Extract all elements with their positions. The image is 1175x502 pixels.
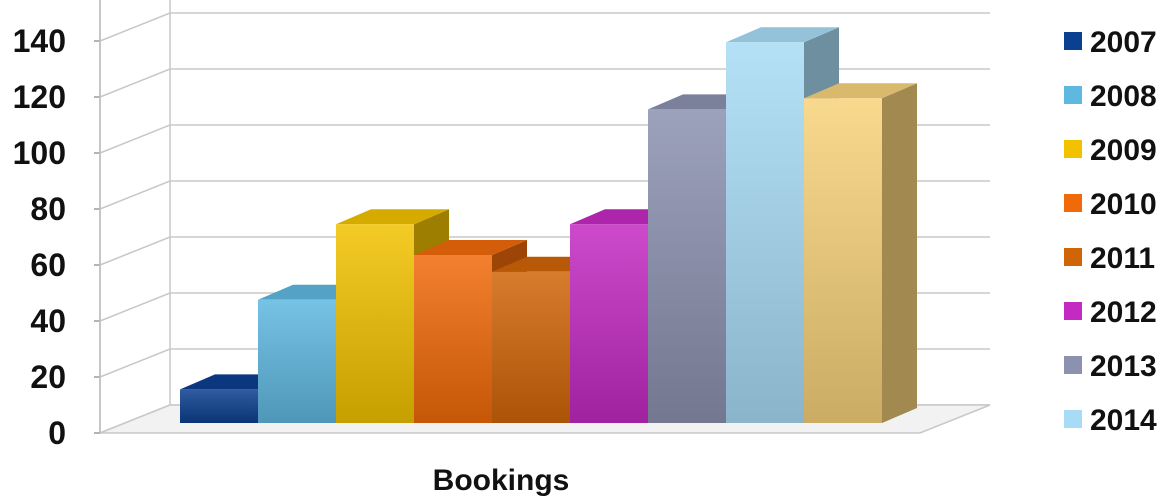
legend-swatch bbox=[1064, 248, 1082, 266]
legend-swatch bbox=[1064, 32, 1082, 50]
legend-item-2014: 2014 bbox=[1064, 404, 1157, 437]
x-category-label: Bookings bbox=[433, 464, 570, 497]
legend-item-2008: 2008 bbox=[1064, 80, 1157, 113]
bar-top bbox=[414, 240, 527, 255]
y-axis: 0 20 40 60 80 100 120 140 bbox=[13, 0, 101, 451]
y-tick-label-120: 120 bbox=[13, 79, 66, 115]
bar-front bbox=[804, 98, 882, 423]
legend-swatch bbox=[1064, 356, 1082, 374]
legend-label: 2013 bbox=[1090, 350, 1157, 383]
gridline-140 bbox=[99, 12, 990, 42]
bar-front bbox=[726, 42, 804, 423]
legend: 2007 2008 2009 2010 2011 2012 2013 2014 bbox=[1064, 26, 1157, 437]
legend-label: 2014 bbox=[1090, 404, 1157, 437]
bar-front bbox=[492, 271, 570, 423]
y-tick-label-80: 80 bbox=[30, 191, 66, 227]
bars bbox=[180, 27, 917, 424]
bar-top bbox=[804, 83, 917, 99]
bar-side bbox=[882, 83, 917, 423]
bar-top bbox=[336, 209, 449, 225]
bar-series-9 bbox=[804, 83, 917, 423]
bar-front bbox=[648, 109, 726, 424]
legend-swatch bbox=[1064, 140, 1082, 158]
legend-item-2012: 2012 bbox=[1064, 296, 1157, 329]
legend-swatch bbox=[1064, 86, 1082, 104]
y-tick-label-60: 60 bbox=[30, 247, 66, 283]
bar-top bbox=[726, 27, 839, 43]
legend-label: 2012 bbox=[1090, 296, 1157, 329]
bar-front bbox=[180, 389, 258, 423]
legend-label: 2009 bbox=[1090, 134, 1157, 167]
legend-label: 2011 bbox=[1090, 242, 1155, 275]
y-tick-label-0: 0 bbox=[48, 415, 66, 451]
gridlines bbox=[99, 12, 990, 434]
legend-item-2011: 2011 bbox=[1064, 242, 1155, 275]
legend-swatch bbox=[1064, 302, 1082, 320]
legend-label: 2007 bbox=[1090, 26, 1157, 59]
y-tick-label-40: 40 bbox=[30, 303, 66, 339]
bar-front bbox=[570, 224, 648, 423]
legend-swatch bbox=[1064, 410, 1082, 428]
bar-front bbox=[258, 299, 336, 423]
y-tick-label-100: 100 bbox=[13, 135, 66, 171]
bar-front bbox=[336, 224, 414, 423]
y-tick-label-140: 140 bbox=[13, 23, 66, 59]
legend-item-2007: 2007 bbox=[1064, 26, 1157, 59]
side-wall bbox=[99, 0, 171, 435]
legend-label: 2010 bbox=[1090, 188, 1157, 221]
legend-item-2013: 2013 bbox=[1064, 350, 1157, 383]
gridline-120 bbox=[99, 68, 990, 98]
legend-label: 2008 bbox=[1090, 80, 1157, 113]
chart-walls bbox=[99, 0, 171, 435]
y-tick-label-20: 20 bbox=[30, 359, 66, 395]
legend-item-2009: 2009 bbox=[1064, 134, 1157, 167]
bar-front bbox=[414, 255, 492, 423]
legend-swatch bbox=[1064, 194, 1082, 212]
x-axis: Bookings bbox=[433, 464, 570, 497]
legend-item-2010: 2010 bbox=[1064, 188, 1157, 221]
